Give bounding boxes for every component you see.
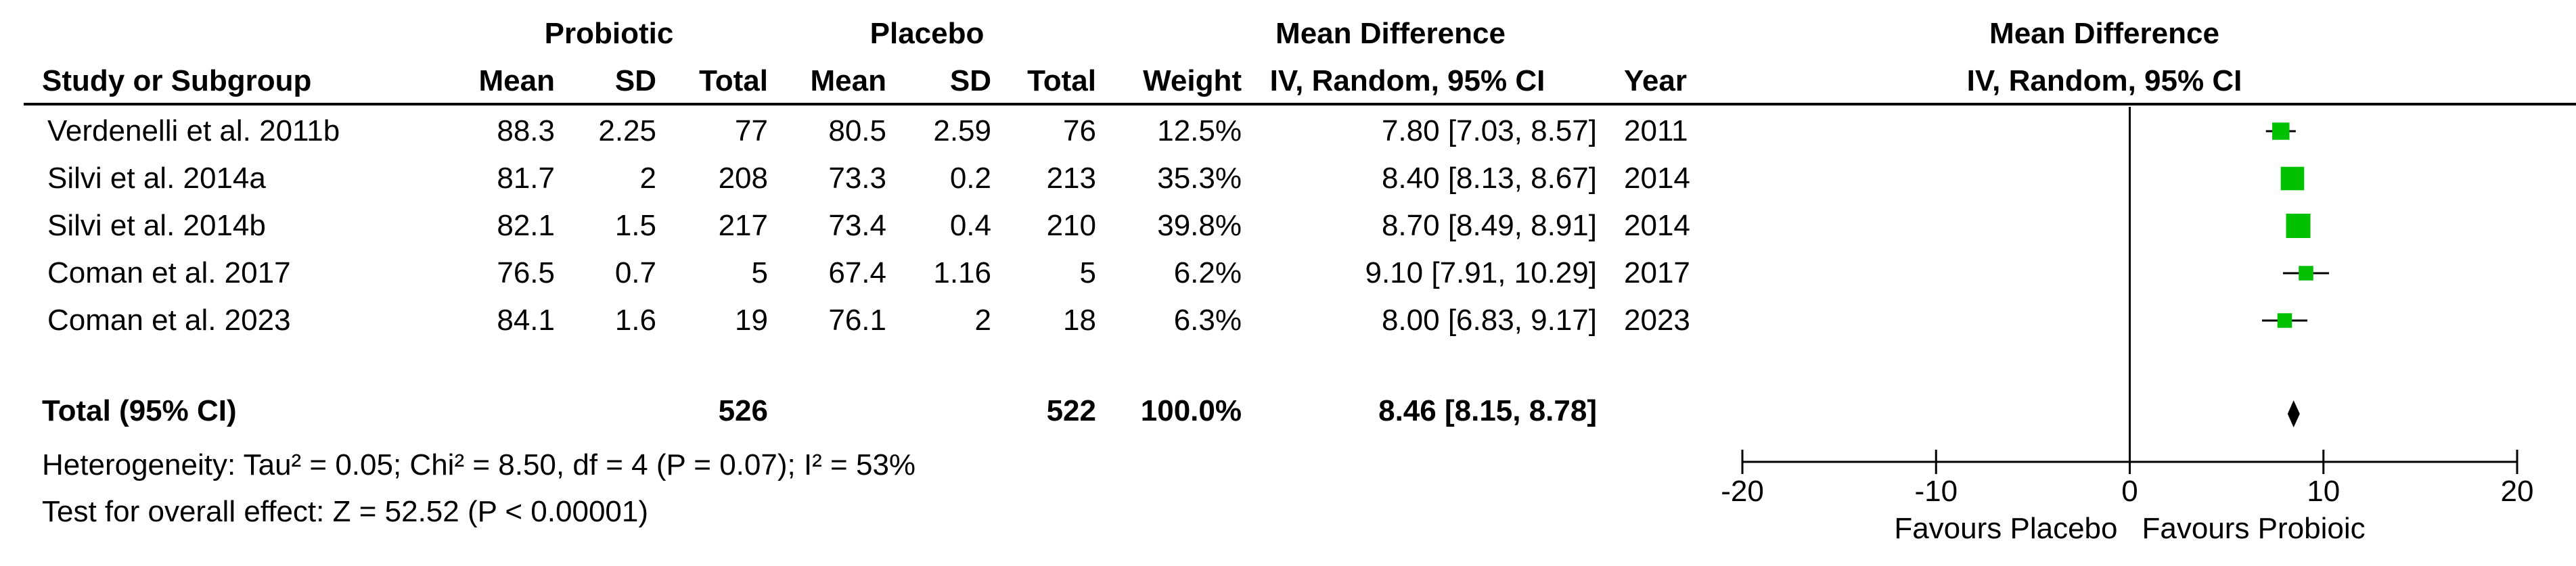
study-name: Silvi et al. 2014b (47, 209, 266, 242)
header-divider (24, 103, 2576, 105)
study-md-ci: 8.40 [8.13, 8.67] (1381, 162, 1597, 195)
placebo-sd: 0.4 (949, 209, 991, 242)
probiotic-total: 19 (735, 304, 768, 337)
md-method-header: IV, Random, 95% CI (1269, 64, 1545, 97)
placebo-total: 213 (1046, 162, 1096, 195)
placebo-mean: 76.1 (828, 304, 886, 337)
total-label: Total (95% CI) (42, 394, 237, 427)
probiotic-mean-header: Mean (478, 64, 555, 97)
plot-header: Mean Difference (1989, 17, 2219, 50)
probiotic-mean: 76.5 (497, 256, 555, 289)
study-year: 2023 (1624, 304, 1690, 337)
study-year: 2011 (1624, 114, 1688, 147)
study-marker (2299, 266, 2313, 281)
probiotic-sd: 0.7 (614, 256, 656, 289)
md-column-header: Mean Difference (1275, 17, 1506, 50)
probiotic-sd: 1.6 (614, 304, 656, 337)
probiotic-total: 5 (751, 256, 768, 289)
study-year: 2014 (1624, 209, 1690, 242)
placebo-total: 76 (1063, 114, 1096, 147)
placebo-mean: 73.3 (828, 162, 886, 195)
study-name: Coman et al. 2023 (47, 304, 291, 337)
x-tick-label: -10 (1914, 475, 1958, 508)
study-marker (2272, 122, 2290, 140)
study-year: 2014 (1624, 162, 1690, 195)
study-md-ci: 9.10 [7.91, 10.29] (1365, 256, 1597, 289)
placebo-mean-header: Mean (810, 64, 886, 97)
placebo-sd: 2.59 (933, 114, 991, 147)
total-probiotic-n: 526 (718, 394, 768, 427)
year-header: Year (1624, 64, 1687, 97)
placebo-group-header: Placebo (869, 17, 985, 50)
x-tick-label: -20 (1721, 475, 1764, 508)
placebo-mean: 80.5 (828, 114, 886, 147)
probiotic-mean: 88.3 (497, 114, 555, 147)
weight-header: Weight (1143, 64, 1242, 97)
x-tick-label: 20 (2501, 475, 2534, 508)
probiotic-mean: 82.1 (497, 209, 555, 242)
study-name: Verdenelli et al. 2011b (47, 114, 340, 147)
placebo-total-header: Total (1027, 64, 1096, 97)
probiotic-sd: 2.25 (598, 114, 656, 147)
probiotic-total: 77 (735, 114, 768, 147)
placebo-sd: 0.2 (949, 162, 991, 195)
x-tick-label: 10 (2307, 475, 2340, 508)
study-weight: 39.8% (1157, 209, 1242, 242)
probiotic-sd-header: SD (614, 64, 656, 97)
total-placebo-n: 522 (1046, 394, 1096, 427)
study-md-ci: 7.80 [7.03, 8.57] (1381, 114, 1597, 147)
placebo-total: 18 (1063, 304, 1096, 337)
study-name: Silvi et al. 2014a (47, 162, 266, 195)
total-md-ci: 8.46 [8.15, 8.78] (1378, 394, 1597, 427)
probiotic-sd: 1.5 (614, 209, 656, 242)
placebo-total: 210 (1046, 209, 1096, 242)
study-marker (2286, 214, 2311, 238)
placebo-sd: 1.16 (933, 256, 991, 289)
study-md-ci: 8.00 [6.83, 9.17] (1381, 304, 1597, 337)
probiotic-total: 208 (718, 162, 768, 195)
probiotic-total-header: Total (699, 64, 768, 97)
probiotic-total: 217 (718, 209, 768, 242)
study-md-ci: 8.70 [8.49, 8.91] (1381, 209, 1597, 242)
overall-effect-text: Test for overall effect: Z = 52.52 (P < … (42, 495, 649, 528)
study-name: Coman et al. 2017 (47, 256, 291, 289)
study-column-header: Study or Subgroup (42, 64, 312, 97)
study-weight: 6.3% (1173, 304, 1242, 337)
study-marker (2277, 313, 2292, 328)
probiotic-sd: 2 (639, 162, 656, 195)
study-weight: 35.3% (1157, 162, 1242, 195)
study-year: 2017 (1624, 256, 1690, 289)
heterogeneity-text: Heterogeneity: Tau² = 0.05; Chi² = 8.50,… (42, 448, 916, 481)
probiotic-mean: 81.7 (497, 162, 555, 195)
plot-method-header: IV, Random, 95% CI (1966, 64, 2242, 97)
placebo-mean: 73.4 (828, 209, 886, 242)
placebo-sd: 2 (974, 304, 991, 337)
study-marker (2280, 166, 2305, 191)
probiotic-group-header: Probiotic (544, 17, 674, 50)
placebo-total: 5 (1079, 256, 1096, 289)
study-weight: 12.5% (1157, 114, 1242, 147)
pooled-diamond (2287, 400, 2300, 427)
probiotic-mean: 84.1 (497, 304, 555, 337)
x-tick-label: 0 (2121, 475, 2138, 508)
favours-placebo-label: Favours Placebo (1894, 512, 2117, 545)
total-weight: 100.0% (1140, 394, 1242, 427)
study-weight: 6.2% (1173, 256, 1242, 289)
placebo-sd-header: SD (949, 64, 991, 97)
placebo-mean: 67.4 (828, 256, 886, 289)
favours-probiotic-label: Favours Probioic (2142, 512, 2366, 545)
